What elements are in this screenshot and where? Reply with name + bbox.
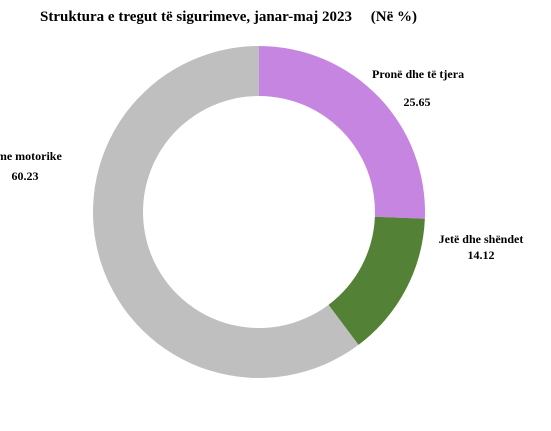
slice-prone — [259, 46, 425, 219]
slice-jete — [328, 216, 425, 345]
label-jete-value: 14.12 — [467, 248, 495, 262]
slice-motorike — [92, 46, 359, 379]
label-motorike: rime motorike 60.23 — [0, 146, 90, 186]
label-motorike-value: 60.23 — [11, 169, 39, 183]
label-jete-name: Jetë dhe shëndet — [438, 232, 524, 246]
chart-title: Struktura e tregut të sigurimeve, janar-… — [40, 9, 417, 26]
label-jete: Jetë dhe shëndet 14.12 — [427, 229, 535, 265]
label-prone-name: Pronë dhe të tjera — [372, 67, 465, 81]
label-motorike-name: rime motorike — [0, 149, 62, 163]
chart-title-text: Struktura e tregut të sigurimeve, janar-… — [40, 9, 353, 25]
label-prone: Pronë dhe të tjera 25.65 — [372, 64, 465, 112]
chart-unit: (Në %) — [370, 9, 418, 25]
label-prone-value: 25.65 — [403, 95, 431, 109]
